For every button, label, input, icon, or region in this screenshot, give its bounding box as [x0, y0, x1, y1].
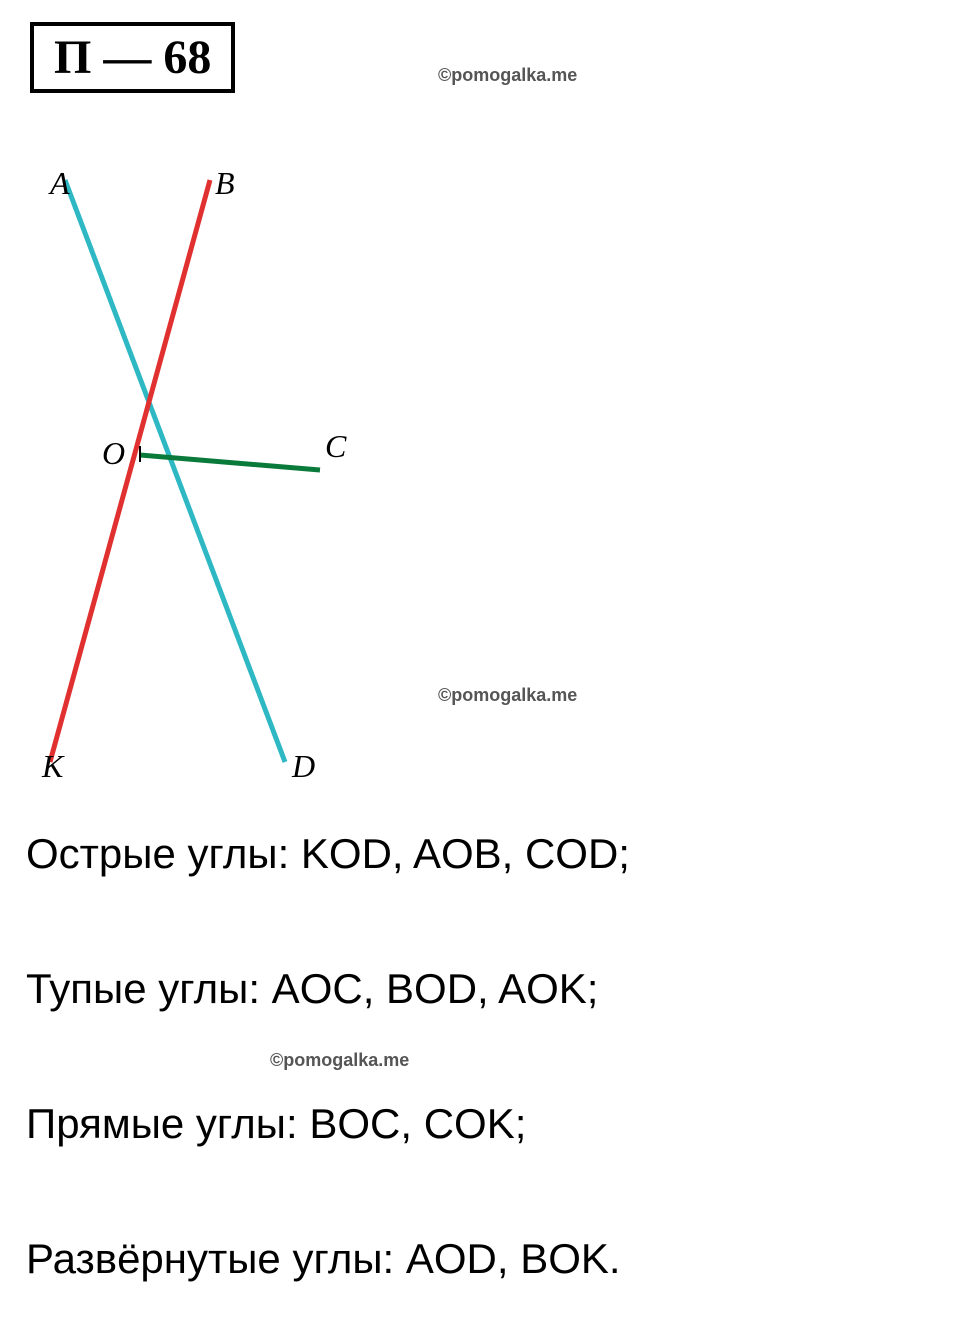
label-O: O [102, 435, 125, 472]
watermark-top: ©pomogalka.me [438, 65, 577, 86]
watermark-bottom: ©pomogalka.me [270, 1050, 409, 1071]
label-B: B [215, 165, 235, 202]
line-AD [65, 180, 285, 762]
label-A: A [50, 165, 70, 202]
line-OC [140, 455, 320, 470]
geometry-diagram: A B C D K O [30, 150, 370, 790]
watermark-middle: ©pomogalka.me [438, 685, 577, 706]
line-BK [50, 180, 210, 762]
answer-straight-angles: Развёрнутые углы: AOD, BOK. [26, 1235, 621, 1283]
problem-header: П — 68 [30, 22, 235, 93]
problem-number: П — 68 [54, 31, 211, 84]
label-C: C [325, 428, 346, 465]
answer-obtuse-angles: Тупые углы: AOC, BOD, AOK; [26, 965, 598, 1013]
label-K: K [42, 748, 63, 785]
answer-acute-angles: Острые углы: KOD, AOB, COD; [26, 830, 630, 878]
label-D: D [292, 748, 315, 785]
answer-right-angles: Прямые углы: BOC, COK; [26, 1100, 526, 1148]
diagram-svg [30, 150, 370, 790]
